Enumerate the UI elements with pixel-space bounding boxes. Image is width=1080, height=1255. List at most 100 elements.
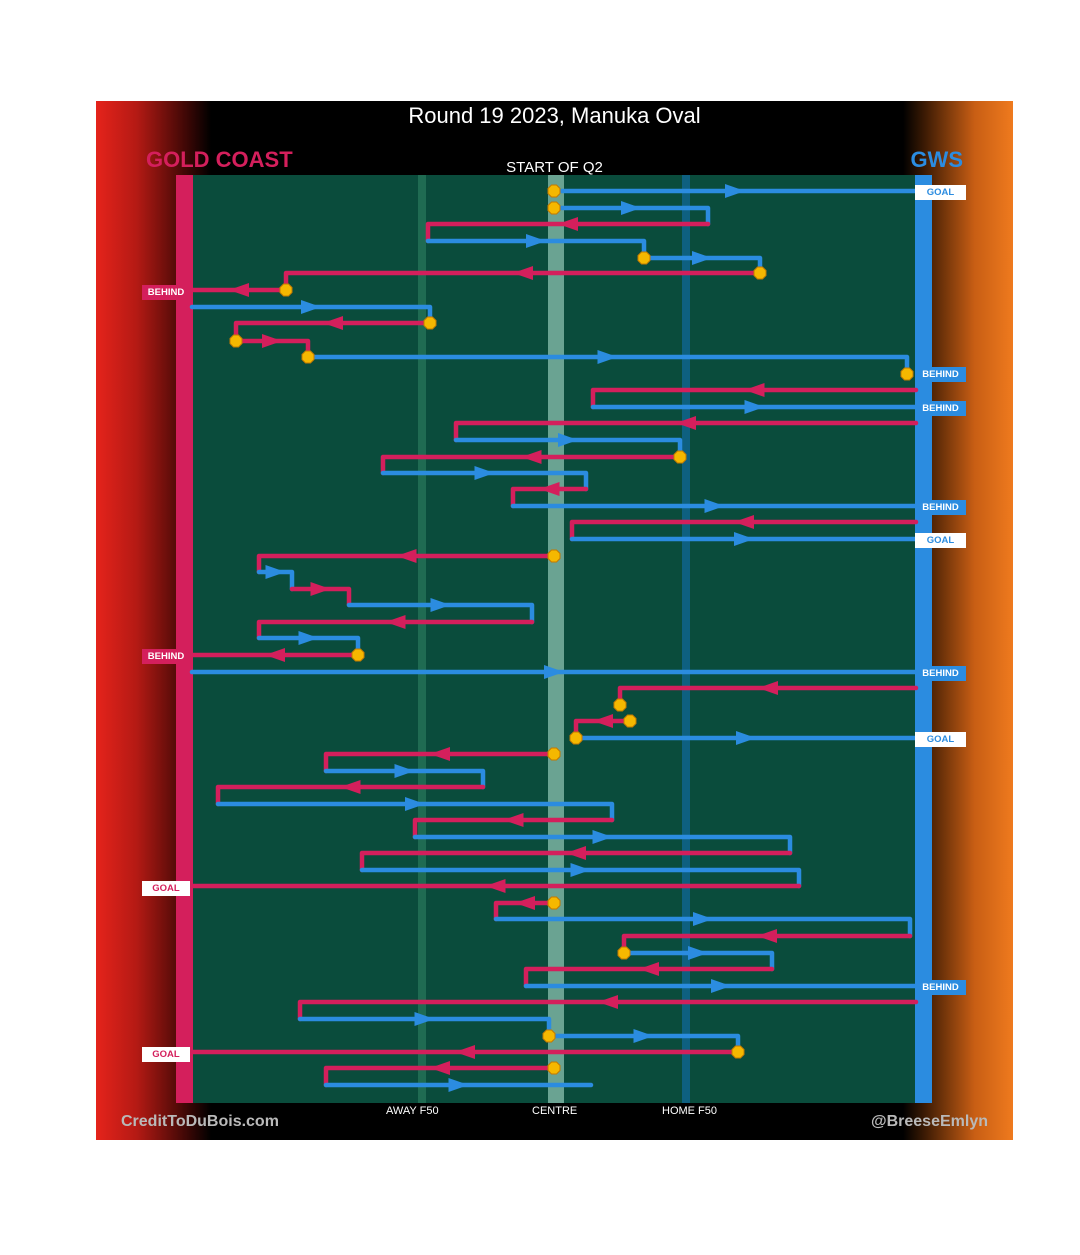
gws-direction-arrow: [448, 1078, 469, 1092]
stoppage-marker: [423, 316, 437, 330]
stoppage-marker: [279, 283, 293, 297]
stoppage-marker: [547, 549, 561, 563]
gold-coast-chain-segment: [453, 420, 919, 443]
gws-direction-arrow: [633, 1029, 654, 1043]
gold-coast-chain-segment: [590, 387, 919, 410]
gold-coast-direction-arrow: [513, 266, 533, 280]
gws-direction-arrow: [597, 350, 618, 364]
team-label-gold-coast: GOLD COAST: [146, 147, 293, 172]
gws-direction-arrow: [526, 234, 546, 248]
gws-direction-arrow: [430, 598, 451, 612]
gws-direction-arrow: [692, 251, 712, 265]
centre-line: [548, 175, 564, 1103]
chart-title: Round 19 2023, Manuka Oval: [408, 103, 701, 128]
stoppage-marker: [229, 334, 243, 348]
gws-direction-arrow: [725, 184, 745, 198]
stoppage-marker: [547, 184, 561, 198]
gws-direction-arrow: [474, 466, 495, 480]
outcome-badge: GOAL: [142, 881, 190, 896]
gws-direction-arrow: [570, 863, 591, 877]
gws-chain-segment: [551, 205, 711, 227]
gws-chain-segment: [215, 801, 615, 823]
stoppage-marker: [547, 1061, 561, 1075]
gws-direction-arrow: [688, 946, 708, 960]
gold-coast-chain-segment: [256, 619, 535, 641]
gold-coast-direction-arrow: [734, 515, 754, 529]
axis-label-home-f50: HOME F50: [662, 1105, 718, 1117]
gold-coast-direction-arrow: [598, 995, 618, 1009]
outcome-badge: GOAL: [142, 1047, 190, 1062]
gold-coast-direction-arrow: [310, 582, 331, 596]
stoppage-marker: [617, 946, 631, 960]
gold-coast-direction-arrow: [639, 962, 659, 976]
gws-direction-arrow: [301, 300, 321, 314]
gold-coast-direction-arrow: [262, 334, 282, 348]
gws-direction-arrow: [544, 665, 564, 679]
gold-coast-direction-arrow: [521, 450, 542, 464]
gold-coast-direction-arrow: [593, 714, 613, 728]
gold-coast-direction-arrow: [539, 482, 560, 496]
gold-coast-chain-segment: [425, 221, 711, 244]
gws-direction-arrow: [711, 979, 731, 993]
gws-chain-segment: [621, 950, 775, 972]
gws-goal-line: [915, 175, 932, 1103]
gold-coast-chain-segment: [323, 1065, 557, 1088]
home-f50-line: [682, 175, 690, 1103]
gold-coast-direction-arrow: [430, 747, 450, 761]
credit-website: CreditToDuBois.com: [121, 1113, 279, 1130]
stoppage-marker: [900, 367, 914, 381]
gold-coast-direction-arrow: [676, 416, 696, 430]
gws-direction-arrow: [744, 400, 765, 414]
stoppage-marker: [542, 1029, 556, 1043]
gold-coast-direction-arrow: [265, 648, 285, 662]
outcome-badge: BEHIND: [915, 401, 966, 416]
outcome-badge: BEHIND: [915, 367, 966, 382]
gold-coast-direction-arrow: [340, 780, 361, 794]
stoppage-marker: [613, 698, 627, 712]
gold-coast-goal-line: [176, 175, 193, 1103]
gold-coast-chain-segment: [523, 966, 775, 989]
gws-direction-arrow: [394, 764, 415, 778]
gws-chain-segment: [380, 470, 589, 492]
outcome-badge: BEHIND: [915, 500, 966, 515]
gws-direction-arrow: [621, 201, 641, 215]
gws-chain-segment: [359, 867, 802, 889]
outcome-badge: BEHIND: [915, 666, 966, 681]
gold-coast-direction-arrow: [515, 896, 535, 910]
stoppage-marker: [351, 648, 365, 662]
stoppage-marker: [547, 201, 561, 215]
stoppage-marker: [623, 714, 637, 728]
gold-coast-direction-arrow: [430, 1061, 450, 1075]
gold-coast-chain-segment: [569, 519, 919, 542]
gold-coast-direction-arrow: [455, 1045, 475, 1059]
stoppage-marker: [673, 450, 687, 464]
gold-coast-direction-arrow: [757, 929, 777, 943]
gws-direction-arrow: [592, 830, 613, 844]
chain-diagram: [176, 175, 932, 1103]
outcome-badge: BEHIND: [915, 980, 966, 995]
gold-coast-chain-segment: [297, 999, 919, 1022]
gws-direction-arrow: [558, 433, 578, 447]
axis-label-centre: CENTRE: [532, 1105, 578, 1117]
gold-coast-direction-arrow: [385, 615, 406, 629]
gws-direction-arrow: [736, 731, 756, 745]
gold-coast-direction-arrow: [229, 283, 249, 297]
gws-chain-segment: [412, 834, 793, 856]
gws-direction-arrow: [265, 565, 286, 579]
gold-coast-chain-segment: [215, 784, 486, 807]
stoppage-marker: [731, 1045, 745, 1059]
gold-coast-direction-arrow: [758, 681, 778, 695]
gws-direction-arrow: [414, 1012, 435, 1026]
axis-label-away-f50: AWAY F50: [386, 1105, 439, 1117]
gold-coast-chain-segment: [412, 817, 615, 840]
gold-coast-direction-arrow: [396, 549, 417, 563]
outcome-badge: BEHIND: [142, 649, 190, 664]
outcome-badge: GOAL: [915, 533, 966, 548]
stoppage-marker: [753, 266, 767, 280]
gold-coast-chain-segment: [359, 850, 793, 873]
team-label-gws: GWS: [910, 147, 963, 172]
gws-chain-segment: [346, 602, 535, 625]
gold-coast-chain-segment: [323, 751, 557, 774]
gws-direction-arrow: [693, 912, 713, 926]
gold-coast-direction-arrow: [503, 813, 524, 827]
